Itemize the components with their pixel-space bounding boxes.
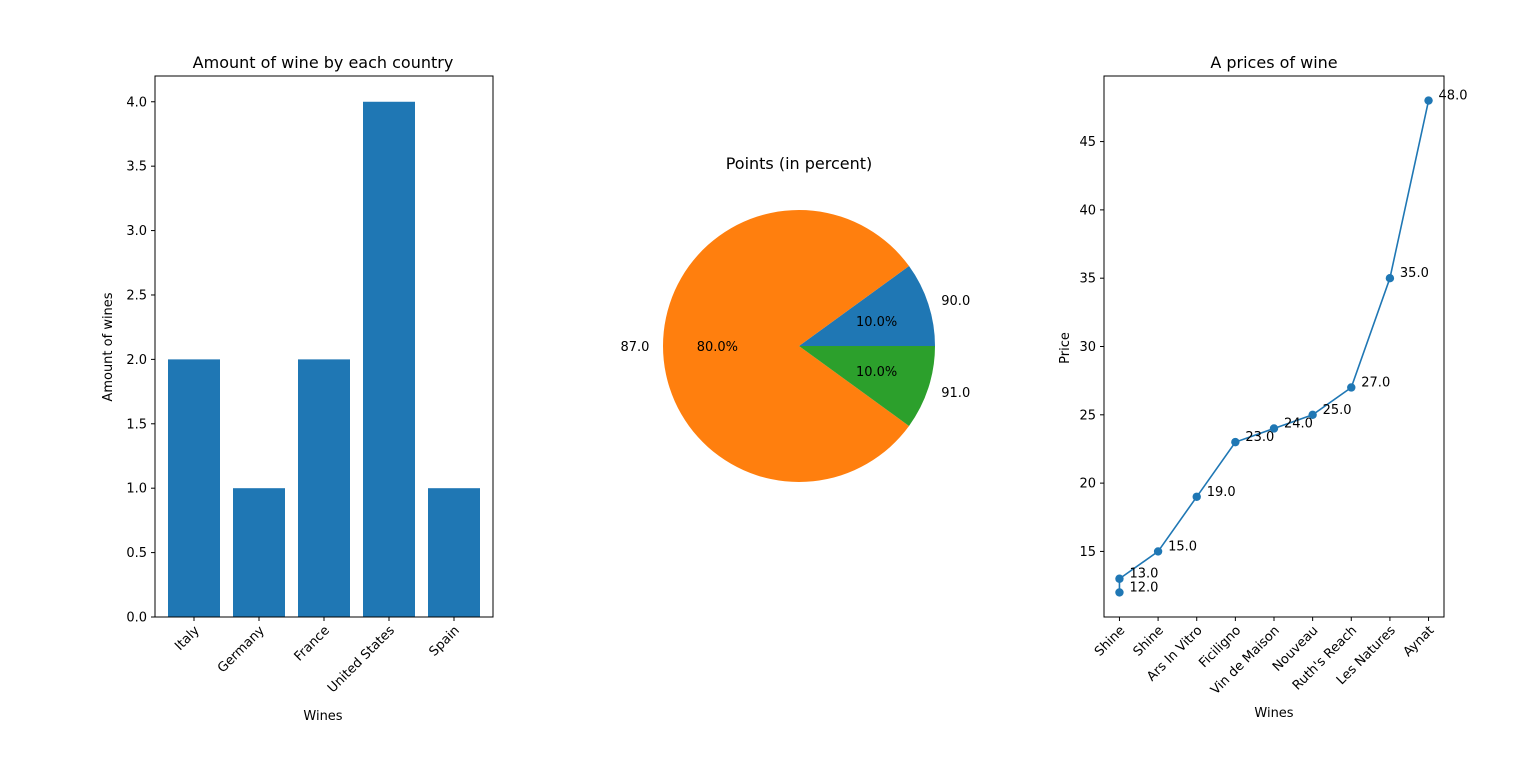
pie-slice-1	[663, 209, 910, 482]
line-x-tick-label-4: Vin de Maison	[1208, 623, 1283, 698]
pie-slice-label-2: 91.0	[941, 386, 970, 401]
pie-slice-label-0: 90.0	[941, 294, 970, 309]
pie-slice-percent-2: 10.0%	[856, 365, 897, 380]
pie-slice-0	[799, 266, 935, 346]
price-point-label-0: 12.0	[1129, 580, 1158, 595]
line-y-tick-label-6: 45	[1079, 135, 1096, 150]
price-point-4	[1231, 437, 1240, 447]
line-chart-panel: A prices of wine 12.013.0 15.0 19.0 23.0 24.…	[1058, 53, 1467, 721]
line-chart-frame	[1103, 75, 1445, 618]
bar-y-tick-label-1: 0.5	[126, 546, 147, 561]
price-point-2	[1153, 547, 1163, 556]
line-x-tick-label-8: Aynat	[1401, 623, 1438, 660]
line-y-tick-label-2: 25	[1079, 408, 1096, 423]
bar-0	[168, 359, 220, 617]
pie-chart-panel: Points (in percent) 90.0 10.0% 87.0 80.0% 91…	[620, 154, 970, 482]
pie-slice-label-1: 87.0	[620, 340, 649, 355]
price-point-label-7: 27.0	[1361, 375, 1390, 390]
price-point-label-5: 24.0	[1284, 416, 1313, 431]
price-point-8	[1385, 273, 1395, 283]
price-point-9	[1424, 96, 1433, 105]
price-point-0	[1115, 588, 1124, 597]
pie-chart-title: Points (in percent)	[726, 154, 873, 173]
line-x-tick-label-0: Shine	[1092, 623, 1128, 659]
price-line	[1118, 100, 1430, 593]
line-y-tick-label-3: 30	[1079, 340, 1096, 355]
pie-chart-slices: 90.0 10.0% 87.0 80.0% 91.0 10.0%	[620, 209, 970, 482]
line-x-tick-label-1: Shine	[1131, 623, 1167, 659]
bar-y-tick-label-6: 3.0	[126, 224, 147, 239]
price-point-6	[1308, 410, 1317, 420]
line-chart-y-ticks: 15 20 25 30 35 40 45	[1079, 135, 1104, 560]
pie-slice-percent-0: 10.0%	[856, 315, 897, 330]
bar-x-tick-label-1: Germany	[215, 623, 268, 676]
price-point-label-2: 15.0	[1168, 539, 1197, 554]
price-point-label-4: 23.0	[1245, 430, 1274, 445]
bar-y-tick-label-2: 1.0	[126, 482, 147, 497]
bar-chart-bars	[168, 101, 480, 617]
price-point-label-8: 35.0	[1400, 266, 1429, 281]
price-point-3	[1192, 492, 1201, 501]
line-chart-x-axis-label: Wines	[1254, 706, 1293, 721]
price-point-7	[1347, 383, 1356, 392]
bar-chart-title: Amount of wine by each country	[193, 53, 454, 72]
price-point-label-6: 25.0	[1323, 403, 1352, 418]
bar-chart-y-axis-label: Amount of wines	[101, 292, 116, 401]
bar-y-tick-label-3: 1.5	[126, 417, 147, 432]
bar-y-tick-label-5: 2.5	[126, 288, 147, 303]
bar-chart-panel: Amount of wine by each country 0.0 0.5 1.0…	[101, 53, 494, 724]
price-point-label-1: 13.0	[1129, 567, 1158, 582]
bar-y-tick-label-0: 0.0	[126, 611, 147, 626]
bar-x-tick-label-4: Spain	[427, 623, 463, 659]
bar-2	[298, 359, 350, 617]
line-chart-y-axis-label: Price	[1058, 332, 1073, 364]
bar-1	[233, 488, 285, 617]
line-chart-series: 12.013.0 15.0 19.0 23.0 24.0 25.0 27.0 35.0 48.0	[1115, 89, 1467, 597]
bar-y-tick-label-7: 3.5	[126, 160, 147, 175]
line-y-tick-label-1: 20	[1079, 477, 1096, 492]
bar-x-tick-label-0: Italy	[172, 623, 203, 654]
pie-slice-2	[799, 346, 935, 426]
line-chart-title: A prices of wine	[1210, 53, 1337, 72]
price-point-label-9: 48.0	[1439, 89, 1468, 104]
pie-slice-percent-1: 80.0%	[697, 340, 738, 355]
bar-chart-x-axis-label: Wines	[303, 709, 342, 724]
line-y-tick-label-0: 15	[1079, 545, 1096, 560]
bar-x-tick-label-2: France	[292, 623, 333, 664]
bar-y-tick-label-8: 4.0	[126, 95, 147, 110]
bar-chart-y-ticks: 0.0 0.5 1.0 1.5 2.0 2.5 3.0 3.5 4.0	[126, 95, 155, 626]
line-y-tick-label-4: 35	[1079, 272, 1096, 287]
bar-y-tick-label-4: 2.0	[126, 353, 147, 368]
bar-x-tick-label-3: United States	[325, 623, 398, 696]
line-y-tick-label-5: 40	[1079, 203, 1096, 218]
price-point-1	[1115, 574, 1124, 583]
price-point-label-3: 19.0	[1207, 485, 1236, 500]
bar-3	[363, 101, 415, 617]
bar-4	[428, 488, 480, 617]
price-point-5	[1269, 424, 1279, 433]
